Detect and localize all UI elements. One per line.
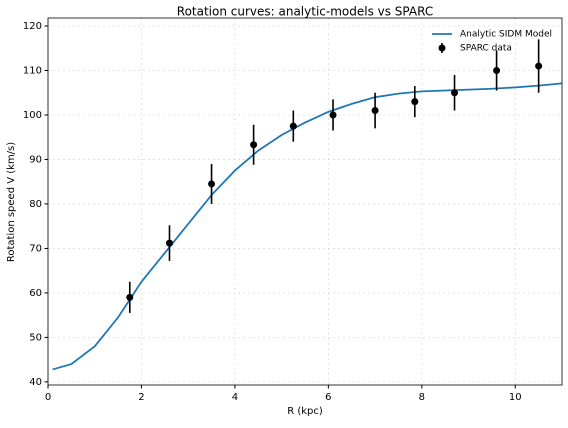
axes-frame [47, 17, 563, 386]
data-point [126, 293, 134, 301]
model-line [52, 82, 562, 371]
y-axis-label: Rotation speed V (km/s) [6, 142, 17, 262]
x-tick-label: 0 [45, 392, 51, 403]
legend-marker [438, 44, 446, 52]
y-tick-label: 70 [29, 243, 42, 254]
data-point [451, 89, 459, 97]
x-tick-label: 2 [138, 392, 144, 403]
y-tick-label: 60 [29, 288, 42, 299]
data-point [165, 239, 173, 247]
data-point [535, 62, 543, 70]
y-tick-label: 80 [29, 199, 42, 210]
data-point [289, 122, 297, 130]
data-point [250, 141, 258, 149]
x-axis-label: R (kpc) [287, 406, 323, 417]
x-tick-label: 10 [509, 392, 522, 403]
y-tick-label: 100 [23, 110, 42, 121]
data-point [329, 111, 337, 119]
legend-label: SPARC data [460, 44, 512, 54]
x-tick-label: 4 [232, 392, 238, 403]
y-tick-label: 90 [29, 154, 42, 165]
legend-label: Analytic SIDM Model [460, 30, 552, 40]
plot-area [52, 39, 562, 371]
data-point [371, 107, 379, 115]
y-tick-label: 50 [29, 332, 42, 343]
chart-title: Rotation curves: analytic-models vs SPAR… [177, 5, 433, 19]
data-point [411, 98, 419, 106]
data-point [493, 66, 501, 74]
y-tick-label: 40 [29, 377, 42, 388]
x-tick-label: 6 [325, 392, 331, 403]
x-tick-label: 8 [419, 392, 425, 403]
y-tick-label: 120 [23, 21, 42, 32]
data-point [208, 180, 216, 188]
y-tick-label: 110 [23, 65, 42, 76]
